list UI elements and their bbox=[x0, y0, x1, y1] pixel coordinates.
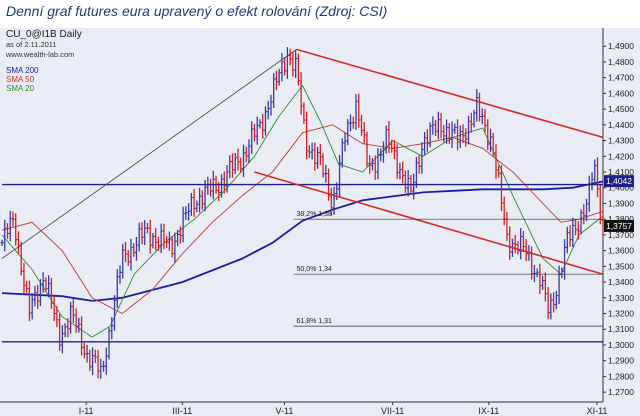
y-tick-label: 1,4000 bbox=[608, 183, 634, 193]
y-tick-label: 1,3900 bbox=[608, 198, 634, 208]
fib-label: 38,2% 1,38 bbox=[296, 211, 332, 218]
ma-line bbox=[1, 180, 604, 302]
chart-info: CU_0@I1B Daily as of 2.11.2011 www.wealt… bbox=[6, 29, 82, 94]
legend-sma50: SMA 50 bbox=[6, 75, 35, 84]
fib-label: 61,8% 1,31 bbox=[296, 318, 332, 325]
rising-trend-line bbox=[1, 49, 297, 259]
ma-line bbox=[1, 84, 604, 338]
y-tick-label: 1,3600 bbox=[608, 246, 634, 256]
legend-sma20: SMA 20 bbox=[6, 84, 35, 93]
y-tick-label: 1,4400 bbox=[608, 120, 634, 130]
y-tick-label: 1,4600 bbox=[608, 88, 634, 98]
price-bars bbox=[0, 47, 605, 379]
price-flag bbox=[604, 219, 634, 232]
y-tick-label: 1,4700 bbox=[608, 73, 634, 83]
y-tick-label: 1,4300 bbox=[608, 136, 634, 146]
x-axis: I-11 III-11 V-11 VII-11 IX-11 XI-11 bbox=[0, 401, 640, 416]
y-tick-label: 1,4200 bbox=[608, 151, 634, 161]
y-tick-label: 1,2700 bbox=[608, 387, 634, 397]
y-tick-label: 1,3200 bbox=[608, 309, 634, 319]
fibonacci-levels: 38,2% 1,38 50,0% 1,34 61,8% 1,31 bbox=[293, 211, 603, 327]
price-flags: 1,4042 1,3757 bbox=[604, 175, 634, 232]
source-site: www.wealth-lab.com bbox=[6, 50, 75, 59]
y-tick-label: 1,3800 bbox=[608, 214, 634, 224]
as-of-date: as of 2.11.2011 bbox=[6, 40, 57, 49]
x-tick-label: VII-11 bbox=[381, 406, 404, 416]
chart-title: Denní graf futures eura upravený o efekt… bbox=[6, 3, 388, 19]
price-chart: 1,4900 1,4800 1,4700 1,4600 1,4500 1,4400 1,43… bbox=[0, 28, 640, 416]
price-flag-label: 1,4042 bbox=[606, 176, 632, 186]
y-tick-label: 1,3700 bbox=[608, 230, 634, 240]
legend-sma200: SMA 200 bbox=[6, 66, 39, 75]
ma-line bbox=[1, 124, 604, 315]
channel-lower-line bbox=[254, 171, 604, 275]
trend-lines bbox=[1, 48, 604, 343]
channel-upper-line bbox=[296, 48, 604, 139]
y-tick-label: 1,3300 bbox=[608, 293, 634, 303]
fib-label: 50,0% 1,34 bbox=[296, 266, 332, 273]
y-tick-label: 1,3400 bbox=[608, 277, 634, 287]
y-tick-label: 1,4800 bbox=[608, 57, 634, 67]
price-flag-label: 1,3757 bbox=[606, 221, 632, 231]
symbol-label: CU_0@I1B Daily bbox=[6, 29, 82, 40]
price-flag bbox=[604, 175, 634, 188]
y-tick-label: 1,4500 bbox=[608, 104, 634, 114]
x-tick-label: IX-11 bbox=[478, 406, 499, 416]
y-tick-label: 1,4900 bbox=[608, 41, 634, 51]
x-axis-band bbox=[0, 402, 640, 416]
y-tick-label: 1,4100 bbox=[608, 167, 634, 177]
y-tick-label: 1,2800 bbox=[608, 371, 634, 381]
x-tick-label: III-11 bbox=[172, 406, 192, 416]
y-tick-label: 1,3500 bbox=[608, 261, 634, 271]
x-tick-label: I-11 bbox=[79, 406, 94, 416]
y-tick-label: 1,3000 bbox=[608, 340, 634, 350]
y-tick-label: 1,2900 bbox=[608, 356, 634, 366]
y-axis: 1,4900 1,4800 1,4700 1,4600 1,4500 1,4400 1,43… bbox=[602, 28, 634, 403]
moving-averages bbox=[1, 84, 604, 338]
y-tick-label: 1,3100 bbox=[608, 324, 634, 334]
x-tick-label: V-11 bbox=[276, 406, 294, 416]
x-tick-label: XI-11 bbox=[587, 406, 608, 416]
